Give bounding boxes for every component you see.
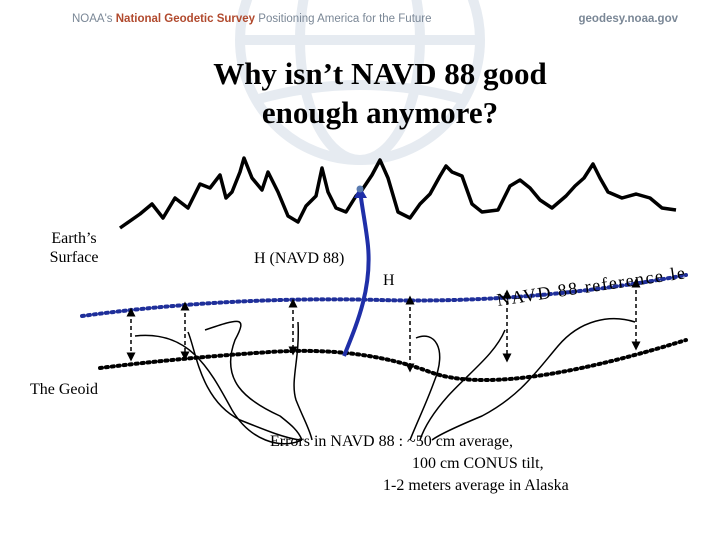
h-navd88-label: H (NAVD 88) xyxy=(254,250,345,267)
ngs-name: National Geodetic Survey xyxy=(115,13,256,25)
surface-point-icon xyxy=(356,185,364,193)
errors-caption-line-1: Errors in NAVD 88 : ~50 cm average, xyxy=(270,433,513,450)
site-url: geodesy.noaa.gov xyxy=(578,13,678,25)
geoid-label: The Geoid xyxy=(30,381,98,398)
error-pointer-line xyxy=(187,331,301,441)
tagline: Positioning America for the Future xyxy=(258,13,432,25)
error-pointer-line xyxy=(409,335,441,441)
error-pointer-line xyxy=(419,329,506,441)
error-pointer-line xyxy=(293,321,313,441)
globe-watermark-icon xyxy=(235,0,485,165)
earth-surface-label: Earth’s Surface xyxy=(34,229,114,267)
header-banner: NOAA's National Geodetic Survey Position… xyxy=(0,0,720,165)
noaa-label: NOAA's xyxy=(72,13,113,25)
error-pointer-line xyxy=(431,317,636,441)
earth-surface-label-line-2: Surface xyxy=(49,249,99,266)
errors-caption-line-3: 1-2 meters average in Alaska xyxy=(383,477,569,494)
geoid-line xyxy=(98,338,688,383)
navd88-reference-line xyxy=(80,273,688,318)
slide-title-line-1: Why isn’t NAVD 88 good xyxy=(213,56,547,91)
slide-title-line-2: enough anymore? xyxy=(261,95,499,130)
earth-surface-label-line-1: Earth’s xyxy=(51,230,97,247)
earth-surface-line xyxy=(118,156,677,230)
error-pointer-line xyxy=(134,334,303,445)
error-pointer-line xyxy=(204,320,303,441)
height-arrow xyxy=(342,189,371,357)
errors-caption: Errors in NAVD 88 : ~50 cm average, 100 … xyxy=(270,432,610,495)
ngs-banner-text: NOAA's National Geodetic Survey Position… xyxy=(72,13,432,25)
errors-caption-line-2: 100 cm CONUS tilt, xyxy=(412,455,544,472)
h-label: H xyxy=(383,272,395,289)
slide-title: Why isn’t NAVD 88 good enough anymore? xyxy=(140,54,620,132)
